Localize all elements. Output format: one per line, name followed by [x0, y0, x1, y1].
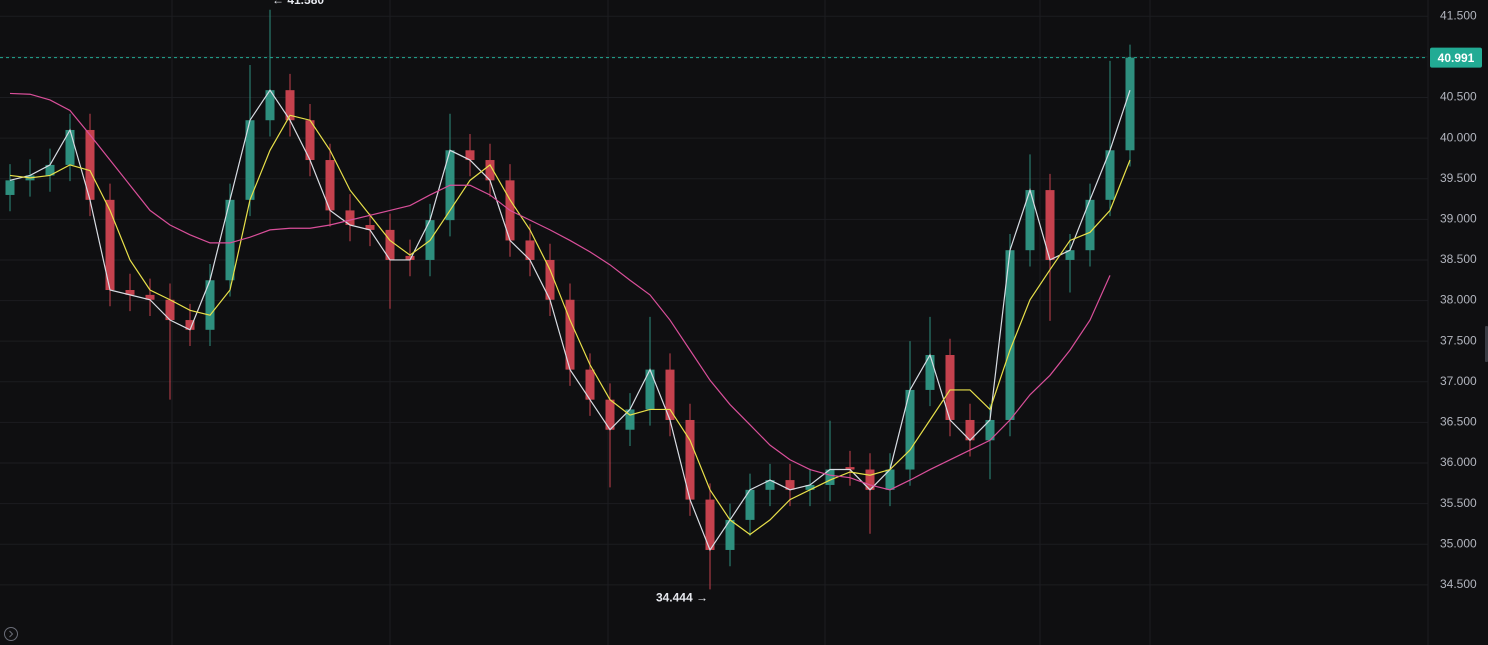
- candle-body: [985, 419, 995, 441]
- candle-body: [645, 369, 655, 410]
- candle-body: [45, 164, 55, 176]
- y-tick-label: 40.000: [1440, 130, 1477, 144]
- candle-body: [185, 320, 195, 330]
- y-tick-label: 34.500: [1440, 577, 1477, 591]
- moving-average-line: [9, 114, 1131, 536]
- candle-body: [865, 469, 875, 490]
- candle-body: [385, 229, 395, 260]
- extreme-label: 34.444 →: [656, 591, 708, 605]
- candle-body: [545, 259, 555, 300]
- candle-body: [125, 290, 135, 295]
- candle-body: [965, 419, 975, 441]
- y-tick-label: 37.000: [1440, 374, 1477, 388]
- y-tick-label: 35.000: [1440, 536, 1477, 550]
- candle-body: [1085, 199, 1095, 251]
- candle-body: [665, 369, 675, 420]
- candle-body: [785, 480, 795, 490]
- candle-body: [925, 354, 935, 390]
- candle-body: [885, 469, 895, 490]
- candle-body: [225, 199, 235, 281]
- candle-body: [1105, 150, 1115, 200]
- candle-body: [485, 160, 495, 181]
- candle-body: [745, 489, 755, 520]
- price-axis: 34.500 35.000 35.500 36.000 36.500 37.000 37.5…: [1430, 8, 1482, 591]
- candle-body: [205, 280, 215, 330]
- scroll-icon: [9, 630, 14, 638]
- y-tick-label: 41.500: [1440, 8, 1477, 22]
- candle-body: [825, 469, 835, 485]
- candle-body: [605, 399, 615, 430]
- candle-body: [145, 294, 155, 300]
- candle-body: [625, 409, 635, 430]
- moving-average-line: [9, 92, 1111, 491]
- candle-body: [265, 90, 275, 121]
- extreme-label: ← 41.580: [272, 0, 324, 7]
- candle-body: [705, 499, 715, 550]
- y-tick-label: 35.500: [1440, 496, 1477, 510]
- candle-body: [345, 210, 355, 226]
- candle-body: [285, 90, 295, 121]
- candle-body: [245, 120, 255, 200]
- y-tick-label: 36.500: [1440, 415, 1477, 429]
- candle-body: [905, 389, 915, 470]
- candle-body: [305, 120, 315, 161]
- y-tick-label: 37.500: [1440, 333, 1477, 347]
- y-tick-label: 39.000: [1440, 212, 1477, 226]
- y-tick-label: 38.500: [1440, 252, 1477, 266]
- y-tick-label: 39.500: [1440, 171, 1477, 185]
- candle-body: [85, 129, 95, 200]
- plot: ← 41.580 34.444 →: [0, 0, 1428, 605]
- grid: [0, 15, 1428, 586]
- candle-body: [325, 160, 335, 211]
- candle-body: [1065, 250, 1075, 260]
- candle-body: [1005, 250, 1015, 420]
- moving-average-line: [9, 89, 1131, 552]
- y-tick-label: 40.500: [1440, 90, 1477, 104]
- candle-body: [1045, 190, 1055, 260]
- candle-body: [845, 467, 855, 470]
- vertical-grid: [171, 0, 1429, 645]
- candle-body: [685, 419, 695, 500]
- last-price-label: 40.991: [1438, 51, 1475, 65]
- candle-body: [945, 354, 955, 420]
- candle-body: [465, 150, 475, 161]
- candle-body: [805, 484, 815, 490]
- candle-body: [105, 199, 115, 291]
- candle-body: [165, 299, 175, 321]
- candle-body: [585, 369, 595, 400]
- candle-body: [1125, 57, 1135, 151]
- candle-body: [525, 240, 535, 260]
- candle-body: [405, 255, 415, 260]
- candle-body: [5, 180, 15, 195]
- scroll-button[interactable]: [4, 627, 18, 641]
- y-tick-label: 38.000: [1440, 293, 1477, 307]
- last-price-box: [1430, 47, 1482, 68]
- candle-body: [65, 129, 75, 165]
- candle-body: [365, 225, 375, 230]
- y-tick-label: 36.000: [1440, 455, 1477, 469]
- candle-body: [565, 299, 575, 370]
- candle-body: [1025, 190, 1035, 251]
- candle-body: [765, 480, 775, 490]
- candle-body: [725, 519, 735, 550]
- resize-handle[interactable]: [1485, 326, 1488, 362]
